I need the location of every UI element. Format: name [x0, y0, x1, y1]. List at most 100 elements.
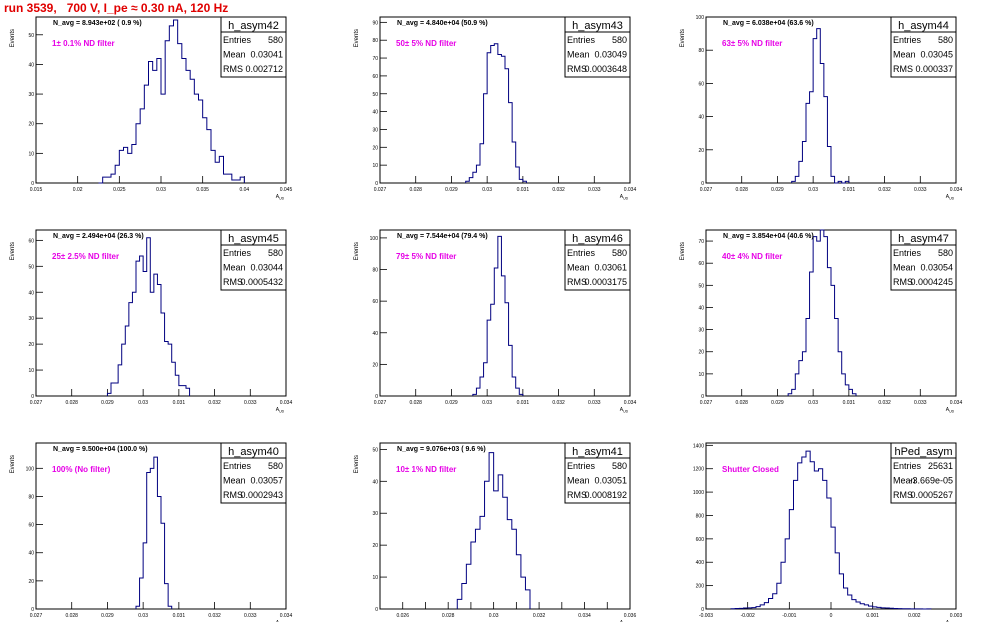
y-tick-label: 40: [698, 305, 704, 311]
y-tick-label: 40: [372, 331, 378, 337]
x-axis-label: AUD: [620, 407, 629, 414]
histogram-line: [106, 237, 191, 396]
stats-label: Mean: [223, 476, 246, 486]
x-tick-label: 0.03: [489, 613, 499, 619]
x-tick-label: 0.029: [101, 613, 114, 619]
y-tick-label: 30: [698, 328, 704, 334]
y-tick-label: 10: [28, 151, 34, 157]
stats-value: 0.03057: [250, 476, 283, 486]
y-tick-label: 40: [28, 551, 34, 557]
y-tick-label: 80: [28, 494, 34, 500]
x-tick-label: 0.04: [239, 187, 249, 193]
histogram-panel-h_asym42: 0 10 20 30 40 50 0.015 0.02 0.025 0.03 0.035 0.04 0.…: [10, 16, 292, 201]
stats-label: RMS: [567, 64, 587, 74]
x-axis-label: AUD: [620, 620, 629, 622]
filter-annotation: 50± 5% ND filter: [396, 39, 456, 48]
histogram-line: [135, 456, 173, 609]
stats-box: [564, 442, 631, 504]
x-axis-label: AUD: [946, 194, 955, 201]
histogram-line: [98, 19, 245, 184]
navg-label: N_avg = 3.854e+04 (40.6 %): [723, 233, 814, 240]
histogram-line: [730, 450, 932, 610]
stats-label: Mean: [567, 263, 590, 273]
y-tick-label: 100: [26, 466, 35, 472]
y-tick-label: 0: [375, 607, 378, 613]
histogram-name: h_asym45: [228, 233, 279, 245]
x-tick-label: 0: [830, 613, 833, 619]
y-tick-label: 0: [701, 394, 704, 400]
stats-value: 0.03051: [594, 476, 627, 486]
stats-label: Mean: [893, 50, 916, 60]
histogram-line: [465, 43, 527, 183]
x-tick-label: 0.03: [482, 187, 492, 193]
histogram-name: h_asym43: [572, 20, 623, 32]
y-axis-label: Events: [680, 242, 686, 260]
y-tick-label: 70: [372, 56, 378, 62]
stats-label: Entries: [223, 248, 252, 258]
navg-label: N_avg = 9.076e+03 ( 9.6 %): [397, 446, 486, 453]
y-tick-label: 1400: [693, 443, 704, 449]
stats-label: RMS: [893, 490, 913, 500]
histogram-name: h_asym41: [572, 446, 623, 458]
y-tick-label: 70: [698, 239, 704, 245]
y-axis-label: Events: [10, 242, 16, 260]
y-axis-label: Events: [10, 455, 16, 473]
y-tick-label: 50: [372, 92, 378, 98]
stats-box: [890, 16, 957, 78]
histogram-line: [791, 28, 850, 184]
histogram-panel-hPed_asym: 0 200 400 600 800 1000 1200 1400 -0.003 -0.002 -0.…: [693, 442, 962, 622]
y-tick-label: 0: [31, 394, 34, 400]
x-tick-label: 0.033: [914, 187, 927, 193]
x-tick-label: 0.03: [138, 400, 148, 406]
histogram-panel-h_asym40: 0 20 40 60 80 100 0.027 0.028 0.029 0.03 0.031 0.03…: [10, 442, 292, 622]
y-tick-label: 40: [28, 290, 34, 296]
stats-value: 580: [268, 461, 283, 471]
stats-label: Mean: [893, 476, 916, 486]
y-tick-label: 10: [698, 372, 704, 378]
x-tick-label: 0.032: [208, 400, 221, 406]
stats-label: Mean: [223, 50, 246, 60]
y-tick-label: 10: [372, 163, 378, 169]
y-tick-label: 50: [372, 447, 378, 453]
y-tick-label: 60: [28, 238, 34, 244]
stats-box: [564, 229, 631, 291]
stats-value: 580: [612, 35, 627, 45]
x-axis-label: AUD: [276, 620, 285, 622]
x-tick-label: 0.028: [735, 187, 748, 193]
stats-label: RMS: [893, 64, 913, 74]
y-axis-label: Events: [354, 455, 360, 473]
y-tick-label: 50: [28, 264, 34, 270]
x-tick-label: 0.032: [552, 187, 565, 193]
histogram-panel-h_asym41: 0 10 20 30 40 50 0.026 0.028 0.03 0.032 0.034 0.036…: [354, 442, 636, 622]
x-tick-label: 0.033: [588, 187, 601, 193]
x-tick-label: 0.002: [908, 613, 921, 619]
filter-annotation: 100% (No filter): [52, 465, 111, 474]
y-tick-label: 0: [375, 181, 378, 187]
x-tick-label: 0.03: [808, 400, 818, 406]
stats-box: [220, 229, 287, 291]
x-tick-label: 0.029: [101, 400, 114, 406]
histogram-line: [787, 229, 857, 396]
x-tick-label: 0.032: [208, 613, 221, 619]
stats-value: 580: [268, 35, 283, 45]
x-tick-label: 0.033: [244, 400, 257, 406]
y-tick-label: 1200: [693, 467, 704, 473]
y-tick-label: 80: [698, 48, 704, 54]
stats-value: 0.03054: [920, 263, 953, 273]
x-tick-label: 0.031: [843, 187, 856, 193]
x-axis-label: AUD: [276, 407, 285, 414]
stats-label: RMS: [567, 490, 587, 500]
histogram-name: h_asym46: [572, 233, 623, 245]
y-tick-label: 0: [31, 181, 34, 187]
x-tick-label: 0.015: [30, 187, 43, 193]
stats-value: 0.0005432: [240, 277, 283, 287]
y-tick-label: 40: [28, 62, 34, 68]
histogram-panel-h_asym47: 0 10 20 30 40 50 60 70 0.027 0.028 0.029 0.03 0.031 0…: [680, 229, 962, 414]
x-tick-label: 0.001: [866, 613, 879, 619]
histogram-name: h_asym44: [898, 20, 949, 32]
x-tick-label: 0.032: [878, 187, 891, 193]
stats-label: Entries: [893, 35, 922, 45]
x-tick-label: 0.033: [914, 400, 927, 406]
y-tick-label: 60: [372, 299, 378, 305]
